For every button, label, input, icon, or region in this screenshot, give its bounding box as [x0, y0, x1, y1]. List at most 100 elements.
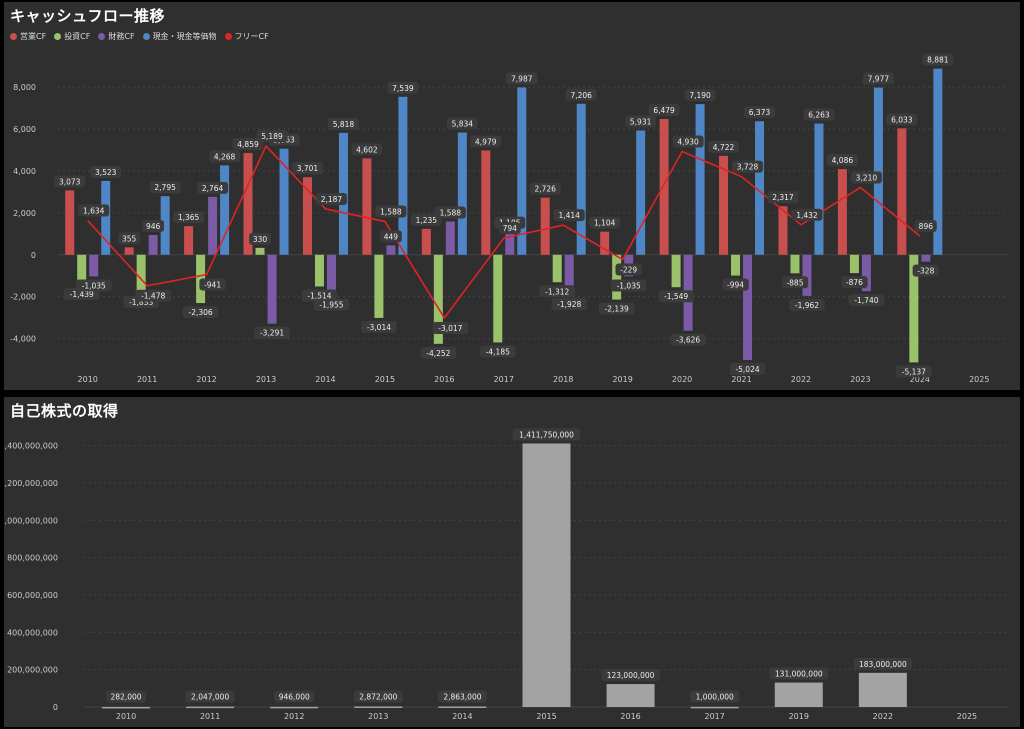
legend-label-fin: 財務CF [108, 32, 135, 41]
bar-op [600, 231, 610, 255]
x-tick-label: 2010 [116, 712, 136, 721]
bar-fin [505, 231, 515, 255]
x-tick-label: 2014 [315, 375, 335, 384]
bar-op [719, 155, 729, 255]
data-label-cash: 3,523 [90, 165, 122, 178]
bar-cash [398, 96, 408, 255]
data-label-cash: 5,931 [625, 115, 657, 128]
bar-inv [909, 254, 919, 363]
x-tick-label: 2013 [256, 375, 276, 384]
data-label-cash: 5,818 [327, 117, 359, 130]
legend-item-inv[interactable]: 投資CF [54, 31, 90, 42]
bar-cash [695, 104, 705, 255]
y-tick-label: 1,200,000,000 [4, 479, 58, 488]
data-label-op: 2,317 [767, 191, 799, 204]
x-tick-label: 2023 [850, 375, 870, 384]
data-label-free: 3,728 [732, 160, 764, 173]
data-label-fin-text: 449 [384, 232, 399, 241]
data-label-inv-text: -1,514 [307, 291, 331, 300]
legend-item-fin[interactable]: 財務CF [98, 31, 135, 42]
bar-inv [77, 254, 87, 285]
data-label-inv: -3,014 [361, 320, 397, 333]
data-label-op-bg [648, 104, 680, 117]
x-tick-label: 2016 [434, 375, 454, 384]
data-label-free-text: 5,189 [261, 132, 283, 141]
bar-buyback [438, 706, 487, 708]
bar-fin [445, 221, 455, 255]
data-label-inv-text: -1,439 [70, 290, 94, 299]
legend-item-op[interactable]: 営業CF [10, 31, 46, 42]
data-label-buyback: 1,000,000 [689, 690, 740, 703]
data-label-cash-text: 6,263 [808, 111, 830, 120]
x-tick-label: 2022 [791, 375, 811, 384]
y-tick-label: 0 [53, 703, 58, 712]
data-label-free-text: 896 [919, 222, 934, 231]
data-label-cash-bg [209, 150, 241, 163]
data-label-cash-bg [862, 72, 894, 85]
data-label-free-text: 1,588 [380, 207, 402, 216]
data-label-op-bg [767, 191, 799, 204]
data-label-fin-bg [551, 298, 588, 311]
legend-item-free[interactable]: フリーCF [224, 31, 269, 42]
data-label-buyback: 2,863,000 [437, 690, 488, 703]
legend-swatch-cash [142, 33, 150, 40]
data-label-buyback-bg [353, 690, 404, 703]
data-label-free: 794 [498, 222, 521, 235]
x-tick-label: 2019 [612, 375, 632, 384]
data-label-fin-bg [197, 181, 229, 194]
data-label-cash: 7,977 [862, 72, 894, 85]
x-tick-label: 2011 [137, 375, 157, 384]
data-label-free: 4,930 [672, 135, 704, 148]
bar-op [302, 177, 312, 255]
data-label-op-bg [351, 143, 383, 156]
data-label-fin: 946 [142, 219, 165, 232]
data-label-cash-bg [90, 165, 122, 178]
data-label-inv: -4,185 [479, 345, 516, 358]
cashflow-panel: キャッシュフロー推移 営業CF 投資CF 財務CF 現金・現金等価物 フリーCF… [4, 2, 1020, 390]
data-label-fin-bg [729, 363, 766, 376]
data-label-inv: -5,137 [896, 365, 932, 378]
legend-item-cash[interactable]: 現金・現金等価物 [142, 31, 217, 42]
data-label-op-bg [410, 213, 442, 226]
data-label-cash-text: 8,881 [927, 56, 949, 65]
data-label-op-text: 4,859 [237, 140, 259, 149]
bar-inv [255, 247, 265, 255]
data-label-buyback-bg [105, 690, 147, 703]
data-label-op: 6,033 [886, 113, 918, 126]
data-label-inv-bg [361, 320, 397, 333]
data-label-cash: 2,795 [149, 181, 181, 194]
data-label-op-text: 4,722 [713, 143, 735, 152]
data-label-buyback: 123,000,000 [601, 669, 660, 682]
bar-fin [564, 254, 574, 296]
data-label-op-bg [232, 137, 264, 150]
legend-label-op: 営業CF [20, 32, 47, 41]
bar-cash [755, 121, 765, 255]
bar-inv [374, 254, 384, 318]
data-label-op: 3,701 [291, 162, 323, 175]
data-label-free-text: 1,634 [83, 207, 105, 216]
x-tick-label: 2015 [536, 712, 556, 721]
data-label-op-bg [54, 175, 86, 188]
legend-swatch-fin [98, 33, 106, 40]
data-label-free: -1,478 [135, 289, 171, 302]
data-label-free-bg [78, 204, 110, 217]
data-label-op-bg [708, 140, 740, 153]
y-tick-label: 2,000 [13, 209, 36, 218]
legend-label-inv: 投資CF [64, 32, 91, 41]
data-label-buyback: 946,000 [274, 690, 315, 703]
bar-inv [196, 254, 206, 304]
data-label-cash: 7,206 [565, 88, 597, 101]
data-label-op: 4,086 [826, 154, 858, 167]
x-tick-label: 2013 [368, 712, 388, 721]
legend-label-cash: 現金・現金等価物 [152, 32, 217, 41]
data-label-buyback-bg [601, 669, 660, 682]
y-tick-label: 400,000,000 [7, 628, 58, 637]
y-tick-label: 4,000 [13, 167, 36, 176]
bar-cash [814, 123, 824, 255]
data-label-op-text: 2,726 [534, 185, 556, 194]
data-label-cash-bg [387, 81, 419, 94]
data-label-inv-bg [539, 285, 576, 298]
bar-inv [731, 254, 741, 276]
data-label-op: 1,365 [173, 211, 205, 224]
data-label-free-bg [850, 171, 882, 184]
